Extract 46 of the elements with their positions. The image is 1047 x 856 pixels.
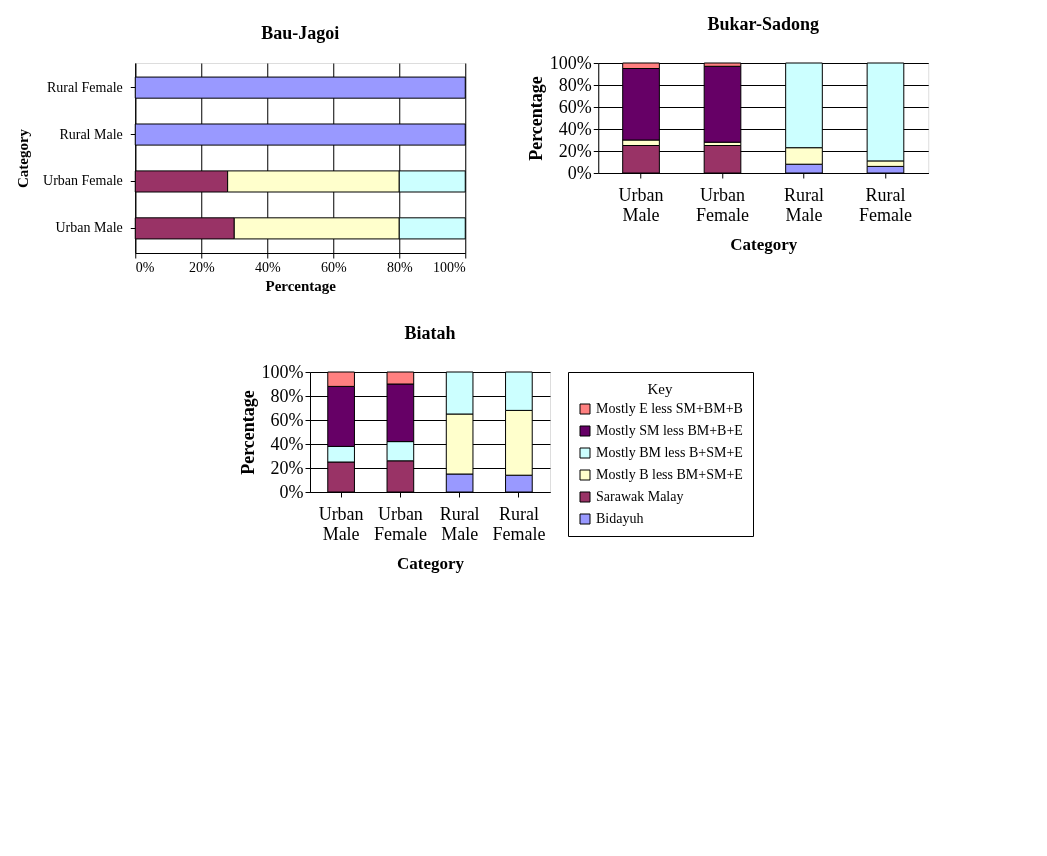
y-tick-label: 80% — [558, 74, 592, 95]
y-tick-label: Urban Male — [55, 220, 123, 236]
legend-label: Mostly E less SM+BM+B — [596, 401, 743, 416]
y-tick-label: 20% — [270, 457, 304, 478]
chart-title: Bukar-Sadong — [707, 14, 819, 34]
x-tick-label: Rural Male — [439, 503, 480, 544]
y-tick-label: Urban Female — [43, 173, 123, 189]
y-tick-label: 80% — [270, 385, 304, 406]
x-tick-label: Rural Female — [492, 503, 546, 544]
x-tick-label: Urban Female — [373, 503, 427, 544]
y-tick-label: 40% — [270, 433, 304, 454]
y-tick-label: 40% — [558, 118, 592, 139]
y-tick-label: 0% — [279, 481, 304, 502]
x-tick-label: 20% — [188, 259, 215, 275]
legend-label: Bidayuh — [596, 511, 644, 526]
legend-label: Mostly B less BM+SM+E — [596, 467, 743, 482]
y-tick-label: 100% — [261, 361, 304, 382]
y-tick-label: Rural Female — [46, 79, 123, 95]
x-tick-label: 0% — [135, 259, 155, 275]
y-axis-title: Category — [15, 128, 32, 189]
x-tick-label: 40% — [254, 259, 281, 275]
y-tick-label: 100% — [549, 52, 592, 73]
x-tick-label: Urban Female — [696, 184, 750, 225]
x-tick-label: Rural Female — [858, 184, 912, 225]
y-tick-label: 0% — [567, 162, 592, 183]
x-tick-label: Urban Male — [318, 503, 364, 544]
x-axis-title: Category — [730, 234, 798, 254]
y-tick-label: Rural Male — [59, 126, 123, 142]
chart-title: Biatah — [404, 323, 456, 343]
x-tick-label: Urban Male — [618, 184, 664, 225]
x-axis-title: Category — [396, 553, 465, 573]
x-tick-label: 100% — [433, 259, 467, 275]
y-axis-title: Percentage — [237, 390, 258, 475]
y-axis-title: Percentage — [525, 76, 546, 161]
x-tick-label: 60% — [320, 259, 347, 275]
legend-label: Mostly BM less B+SM+E — [596, 445, 743, 460]
legend-label: Mostly SM less BM+B+E — [596, 423, 743, 438]
x-tick-label: 80% — [386, 259, 413, 275]
y-tick-label: 60% — [558, 96, 592, 117]
y-tick-label: 60% — [270, 409, 304, 430]
chart-title: Bau-Jagoi — [261, 23, 340, 43]
x-tick-label: Rural Male — [783, 184, 824, 225]
x-axis-title: Percentage — [265, 277, 337, 294]
y-tick-label: 20% — [558, 140, 592, 161]
legend-title: Key — [647, 381, 673, 397]
legend-label: Sarawak Malay — [596, 489, 684, 504]
